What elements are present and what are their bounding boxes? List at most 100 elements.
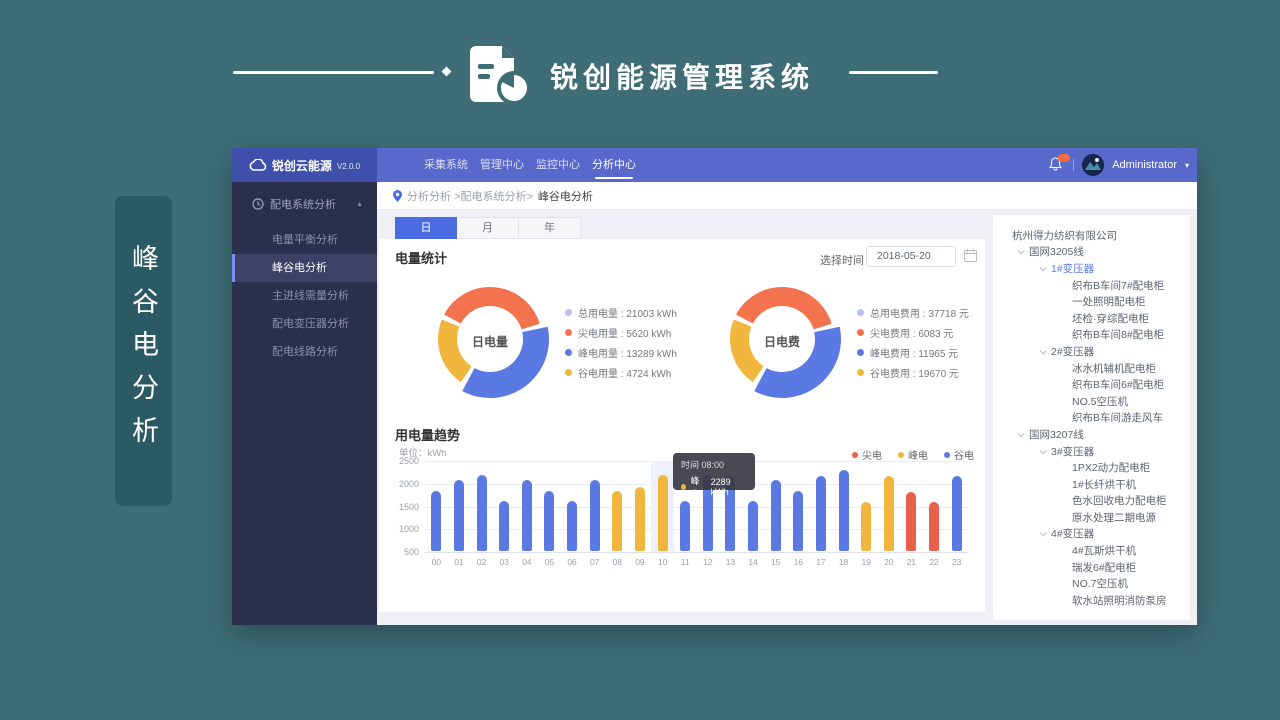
bar-14[interactable] bbox=[748, 501, 759, 551]
sidebar-item-1[interactable]: 峰谷电分析 bbox=[232, 254, 377, 282]
tree-node-16[interactable]: 色水回收电力配电柜 bbox=[993, 493, 1190, 510]
tree-node-7[interactable]: 2#变压器 bbox=[993, 343, 1190, 360]
tree-node-6[interactable]: 织布B车间8#配电柜 bbox=[993, 327, 1190, 344]
donut-segment-谷[interactable] bbox=[438, 319, 472, 383]
calendar-icon[interactable] bbox=[963, 249, 978, 265]
bar-05[interactable] bbox=[544, 491, 555, 551]
bar-22[interactable] bbox=[929, 501, 940, 551]
username[interactable]: Administrator bbox=[1112, 159, 1177, 171]
tree-node-20[interactable]: 瑞发6#配电柜 bbox=[993, 559, 1190, 576]
tooltip-series-label: 峰电 bbox=[690, 476, 700, 499]
bar-09[interactable] bbox=[634, 487, 645, 551]
tree-node-label: 1#长纤烘干机 bbox=[1072, 478, 1137, 491]
tree-node-4[interactable]: 一处照明配电柜 bbox=[993, 293, 1190, 310]
x-tick-03: 03 bbox=[499, 557, 509, 567]
tooltip-series-value: 2289 kWh bbox=[710, 477, 731, 497]
tree-node-3[interactable]: 织布B车间7#配电柜 bbox=[993, 277, 1190, 294]
bar-03[interactable] bbox=[499, 501, 510, 551]
collapse-caret-icon[interactable]: ▲ bbox=[356, 200, 363, 208]
bar-10[interactable] bbox=[657, 475, 668, 551]
legend-dot bbox=[565, 308, 572, 316]
donut-segment-峰[interactable] bbox=[754, 326, 841, 398]
legend-dot bbox=[857, 368, 864, 376]
sidebar-item-4[interactable]: 配电线路分析 bbox=[272, 346, 338, 358]
avatar[interactable] bbox=[1082, 154, 1105, 176]
tree-node-18[interactable]: 4#变压器 bbox=[993, 526, 1190, 543]
tree-node-14[interactable]: 1PX2动力配电柜 bbox=[993, 459, 1190, 476]
tree-node-11[interactable]: 织布B车间游走风车 bbox=[993, 410, 1190, 427]
tab-2[interactable]: 年 bbox=[519, 217, 581, 239]
tree-node-9[interactable]: 织布B车间6#配电柜 bbox=[993, 376, 1190, 393]
bar-08[interactable] bbox=[612, 491, 623, 551]
topnav-item-0[interactable]: 采集系统 bbox=[424, 159, 468, 171]
legend-item-1-0: 总用电费用 : 37718 元 bbox=[857, 302, 969, 322]
tree-node-12[interactable]: 国网3207线 bbox=[993, 426, 1190, 443]
header-divider-dot bbox=[441, 66, 452, 77]
bar-20[interactable] bbox=[883, 475, 894, 551]
topnav-item-2[interactable]: 监控中心 bbox=[536, 159, 580, 171]
breadcrumb-path[interactable]: 分析分析 >配电系统分析> bbox=[407, 190, 533, 203]
bar-04[interactable] bbox=[521, 480, 532, 551]
trend-legend-item-2[interactable]: 谷电 bbox=[944, 447, 974, 462]
tree-node-1[interactable]: 国网3205线 bbox=[993, 244, 1190, 261]
legend-item-0-1: 尖电用量 : 5620 kWh bbox=[565, 322, 677, 342]
tree-node-label: NO.7空压机 bbox=[1072, 578, 1129, 591]
notification-bell[interactable] bbox=[1049, 154, 1071, 173]
bar-23[interactable] bbox=[951, 475, 962, 551]
tree-node-2[interactable]: 1#变压器 bbox=[993, 260, 1190, 277]
legend-item-0-2: 峰电用量 : 13289 kWh bbox=[565, 342, 677, 362]
bar-21[interactable] bbox=[906, 492, 917, 551]
date-input[interactable]: 2018-05-20 bbox=[866, 246, 956, 267]
bar-11[interactable] bbox=[680, 501, 691, 551]
tree-node-22[interactable]: 软水站照明消防泵房 bbox=[993, 592, 1190, 609]
tree-caret-icon bbox=[1039, 347, 1047, 355]
tree-node-8[interactable]: 冰水机辅机配电柜 bbox=[993, 360, 1190, 377]
bar-13[interactable] bbox=[725, 475, 736, 551]
topnav-item-1[interactable]: 管理中心 bbox=[480, 159, 524, 171]
bar-01[interactable] bbox=[453, 480, 464, 551]
bar-16[interactable] bbox=[793, 491, 804, 551]
breadcrumb-current: 峰谷电分析 bbox=[537, 190, 593, 203]
tree-node-15[interactable]: 1#长纤烘干机 bbox=[993, 476, 1190, 493]
gridline-1500 bbox=[425, 506, 968, 508]
tree-node-5[interactable]: 坯检·穿综配电柜 bbox=[993, 310, 1190, 327]
legend-item-1-2: 峰电费用 : 11965 元 bbox=[857, 342, 969, 362]
sidebar-item-2[interactable]: 主进线需量分析 bbox=[272, 290, 349, 302]
tree-node-0[interactable]: 杭州得力纺织有限公司 bbox=[993, 227, 1190, 244]
tree-node-21[interactable]: NO.7空压机 bbox=[993, 575, 1190, 592]
donut-segment-峰[interactable] bbox=[462, 326, 549, 398]
bar-07[interactable] bbox=[589, 480, 600, 551]
tree-node-17[interactable]: 原水处理二期电源 bbox=[993, 509, 1190, 526]
bar-00[interactable] bbox=[431, 491, 442, 551]
bar-17[interactable] bbox=[815, 475, 826, 551]
device-tree-panel: 杭州得力纺织有限公司 国网3205线 1#变压器 织布B车间7#配电柜 一处照明配电柜坯… bbox=[993, 215, 1190, 620]
donut-center-label-cost: 日电费 bbox=[763, 335, 800, 349]
trend-legend: 尖电 峰电 谷电 bbox=[852, 447, 974, 462]
topnav-item-3[interactable]: 分析中心 bbox=[586, 148, 642, 182]
tree-node-19[interactable]: 4#瓦斯烘干机 bbox=[993, 542, 1190, 559]
bar-12[interactable] bbox=[702, 474, 713, 551]
tab-1[interactable]: 月 bbox=[457, 217, 519, 239]
brand-name: 锐创云能源 bbox=[271, 158, 332, 173]
tree-node-label: 冰水机辅机配电柜 bbox=[1072, 362, 1156, 375]
trend-legend-item-0[interactable]: 尖电 bbox=[852, 447, 882, 462]
sidebar-item-0[interactable]: 电量平衡分析 bbox=[272, 234, 338, 246]
bar-19[interactable] bbox=[861, 501, 872, 551]
user-caret-down-icon[interactable]: ▾ bbox=[1184, 160, 1189, 170]
donut-segment-尖[interactable] bbox=[444, 287, 540, 330]
y-tick-500: 500 bbox=[403, 547, 419, 557]
bar-06[interactable] bbox=[567, 501, 578, 551]
tree-node-10[interactable]: NO.5空压机 bbox=[993, 393, 1190, 410]
bar-18[interactable] bbox=[838, 469, 849, 551]
sidebar-group-power-distribution[interactable]: 配电系统分析 ▲ bbox=[232, 182, 377, 226]
bar-02[interactable] bbox=[476, 475, 487, 551]
donut-segment-尖[interactable] bbox=[736, 287, 832, 330]
app-logo[interactable]: 锐创云能源 V2.0.0 bbox=[232, 148, 377, 182]
trend-legend-item-1[interactable]: 峰电 bbox=[898, 447, 928, 462]
tree-node-13[interactable]: 3#变压器 bbox=[993, 443, 1190, 460]
legend-text: 峰电费用 : 11965 元 bbox=[870, 348, 959, 360]
bar-15[interactable] bbox=[770, 480, 781, 551]
sidebar-item-3[interactable]: 配电变压器分析 bbox=[272, 318, 349, 330]
donut-segment-谷[interactable] bbox=[730, 319, 764, 383]
tab-0[interactable]: 日 bbox=[395, 217, 457, 239]
